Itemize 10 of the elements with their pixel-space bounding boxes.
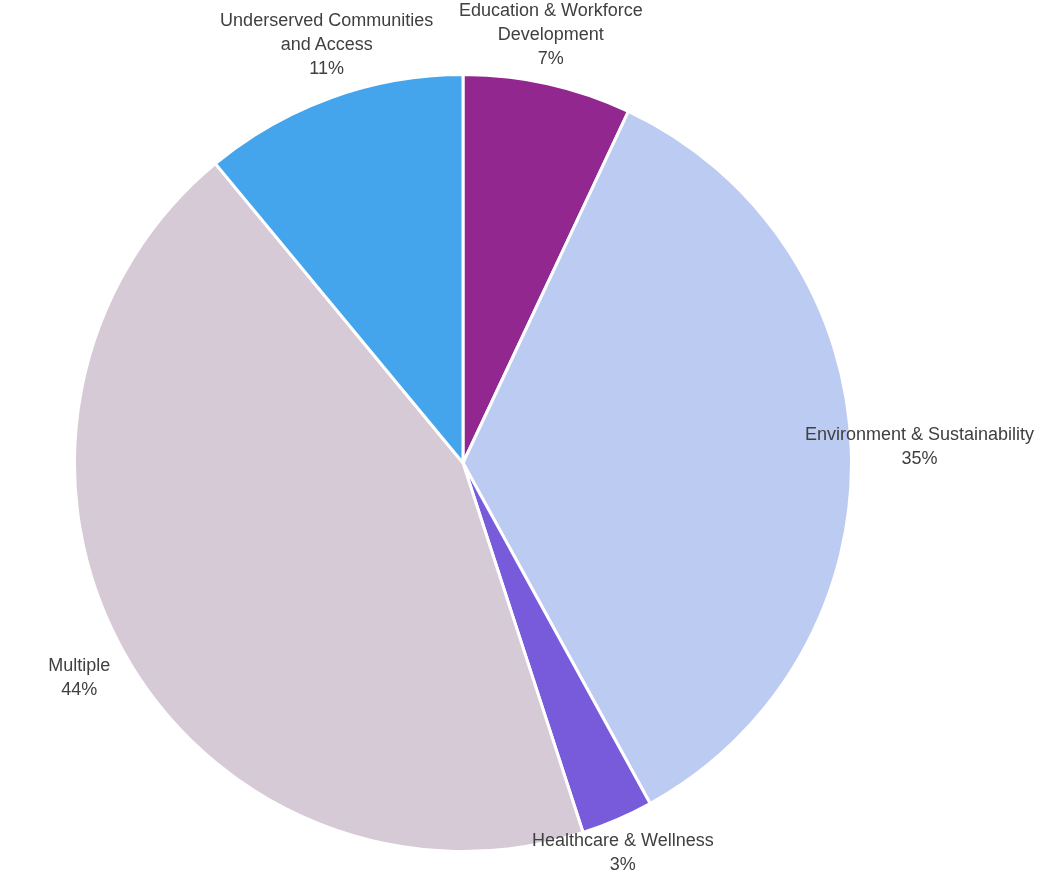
slice-label: Underserved Communities and Access (220, 10, 434, 55)
data-label: 7% (537, 47, 564, 68)
slice-label: Multiple (48, 654, 111, 675)
data-label: 3% (609, 854, 636, 875)
data-label: 11% (309, 58, 345, 79)
data-label: 35% (901, 448, 938, 469)
slice-label: Healthcare & Wellness (531, 830, 714, 851)
slice-label: Education & Workforce Development (458, 0, 643, 44)
slice-label: Environment & Sustainability (804, 424, 1035, 445)
data-label: 44% (61, 678, 98, 699)
